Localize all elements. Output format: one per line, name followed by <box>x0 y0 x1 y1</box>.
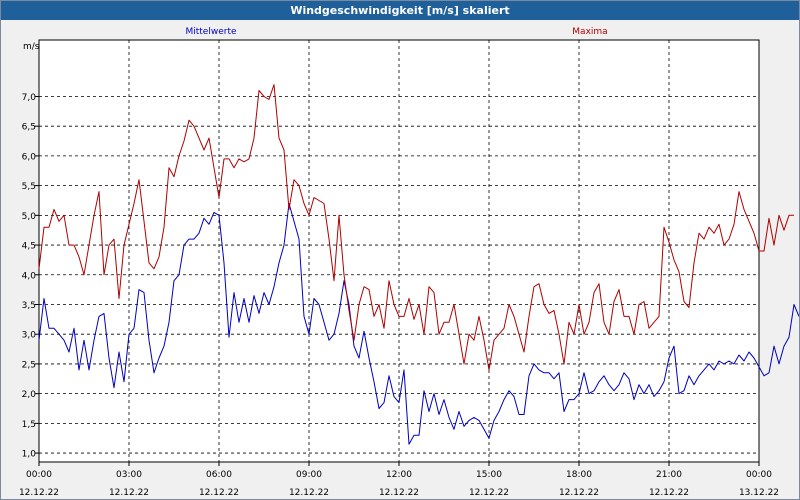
y-tick-label: 5,5 <box>22 182 36 192</box>
y-tick-label: 1,0 <box>22 450 37 460</box>
x-tick-date: 12.12.22 <box>649 488 689 498</box>
x-tick-date: 12.12.22 <box>19 488 59 498</box>
y-tick-label: 6,5 <box>22 123 36 133</box>
x-tick-date: 13.12.22 <box>739 488 779 498</box>
x-tick-time: 00:00 <box>746 470 772 480</box>
x-tick-date: 12.12.22 <box>199 488 239 498</box>
x-tick-time: 12:00 <box>386 470 412 480</box>
x-tick-time: 21:00 <box>656 470 682 480</box>
y-tick-label: 6,0 <box>22 152 37 162</box>
x-tick-date: 12.12.22 <box>379 488 419 498</box>
legend-maxima: Maxima <box>572 27 607 37</box>
y-tick-label: 2,0 <box>22 390 37 400</box>
x-tick-time: 06:00 <box>206 470 232 480</box>
line-chart: 1,0 1,5 2,0 2,5 3,0 3,5 4,0 4,5 5,0 5,5 6,0 6,5 7,0 m… <box>19 27 799 498</box>
x-tick-date: 12.12.22 <box>559 488 599 498</box>
y-tick-label: 2,5 <box>22 360 36 370</box>
series-points-maxima <box>38 84 795 370</box>
series-lines <box>38 84 799 445</box>
y-tick-label: 3,5 <box>22 301 36 311</box>
x-tick-date: 12.12.22 <box>289 488 329 498</box>
x-tick-time: 18:00 <box>566 470 592 480</box>
y-tick-label: 4,0 <box>22 271 37 281</box>
series-line-maxima <box>38 84 794 371</box>
y-unit-label: m/s <box>23 42 40 52</box>
axis-labels: 1,0 1,5 2,0 2,5 3,0 3,5 4,0 4,5 5,0 5,5 6,0 6,5 7,0 m… <box>19 42 779 498</box>
chart-title: Windgeschwindigkeit [m/s] skaliert <box>1 1 799 20</box>
x-tick-time: 15:00 <box>476 470 502 480</box>
x-tick-date: 12.12.22 <box>469 488 509 498</box>
x-tick-time: 00:00 <box>26 470 52 480</box>
y-tick-label: 3,0 <box>22 331 37 341</box>
y-tick-label: 1,5 <box>22 420 36 430</box>
x-tick-time: 09:00 <box>296 470 322 480</box>
x-tick-date: 12.12.22 <box>109 488 149 498</box>
legend-mittelwerte: Mittelwerte <box>185 27 236 37</box>
y-tick-label: 7,0 <box>22 93 37 103</box>
x-tick-time: 03:00 <box>116 470 142 480</box>
legend: Mittelwerte Maxima <box>185 27 607 37</box>
y-tick-label: 5,0 <box>22 212 37 222</box>
y-tick-label: 4,5 <box>22 242 36 252</box>
